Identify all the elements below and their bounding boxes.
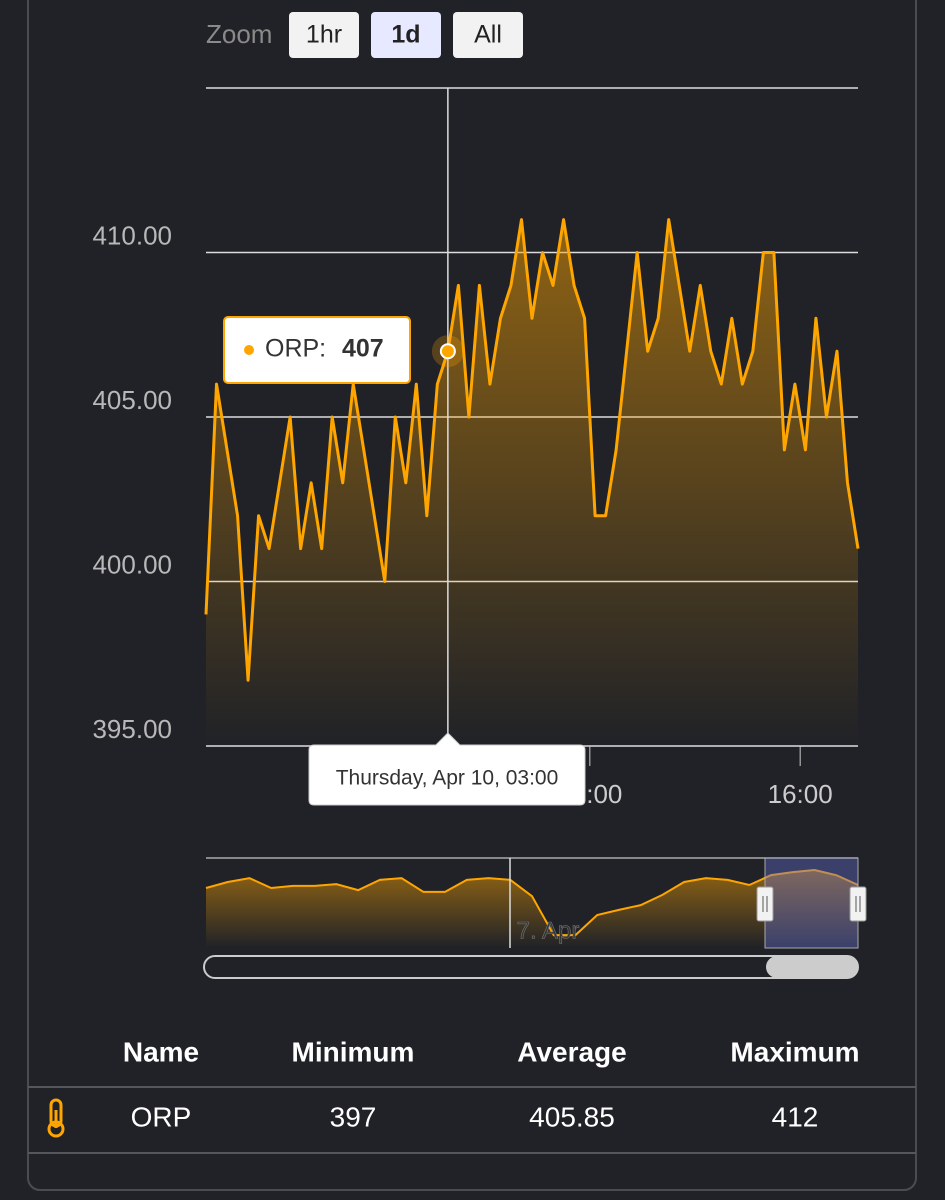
zoom-button[interactable] — [453, 12, 523, 58]
date-tooltip — [308, 732, 586, 806]
table-header: Maximum — [730, 1036, 859, 1067]
tooltip-series: ORP: — [265, 335, 326, 363]
table-header: Minimum — [292, 1036, 415, 1067]
date-tooltip-text: Thursday, Apr 10, 03:00 — [336, 767, 559, 790]
tooltip-dot — [244, 345, 254, 355]
y-tick-label: 405.00 — [92, 385, 172, 415]
navigator-area — [206, 870, 858, 948]
table-cell: 412 — [772, 1101, 819, 1132]
zoom-button-label: All — [474, 21, 502, 49]
navigator-label: 7. Apr — [517, 917, 580, 944]
tooltip-box — [223, 316, 411, 384]
navigator-window — [764, 857, 859, 949]
y-tick-label: 410.00 — [92, 220, 172, 250]
table-header: Average — [517, 1036, 626, 1067]
thermometer-icon — [47, 1098, 65, 1138]
table-cell: 405.85 — [529, 1101, 615, 1132]
line — [204, 218, 860, 682]
scrollbar-thumb[interactable] — [766, 956, 858, 978]
zoom-button-label: 1d — [391, 21, 420, 49]
hover-point — [439, 343, 456, 360]
zoom-button[interactable] — [371, 12, 441, 58]
navigator-handle[interactable] — [849, 886, 867, 922]
y-tick-label: 395.00 — [92, 714, 172, 744]
navigator-handle[interactable] — [756, 886, 774, 922]
zoom-label: Zoom — [206, 19, 272, 49]
table-cell: ORP — [131, 1101, 192, 1132]
x-tick-label: 16:00 — [768, 779, 833, 809]
y-tick-label: 400.00 — [92, 549, 172, 579]
table-header: Name — [123, 1036, 199, 1067]
navigator-line — [205, 868, 859, 937]
zoom-button[interactable] — [289, 12, 359, 58]
table-cell: 397 — [330, 1101, 377, 1132]
tooltip-value: 407 — [342, 335, 384, 363]
area — [206, 219, 858, 747]
zoom-button-label: 1hr — [306, 21, 342, 49]
